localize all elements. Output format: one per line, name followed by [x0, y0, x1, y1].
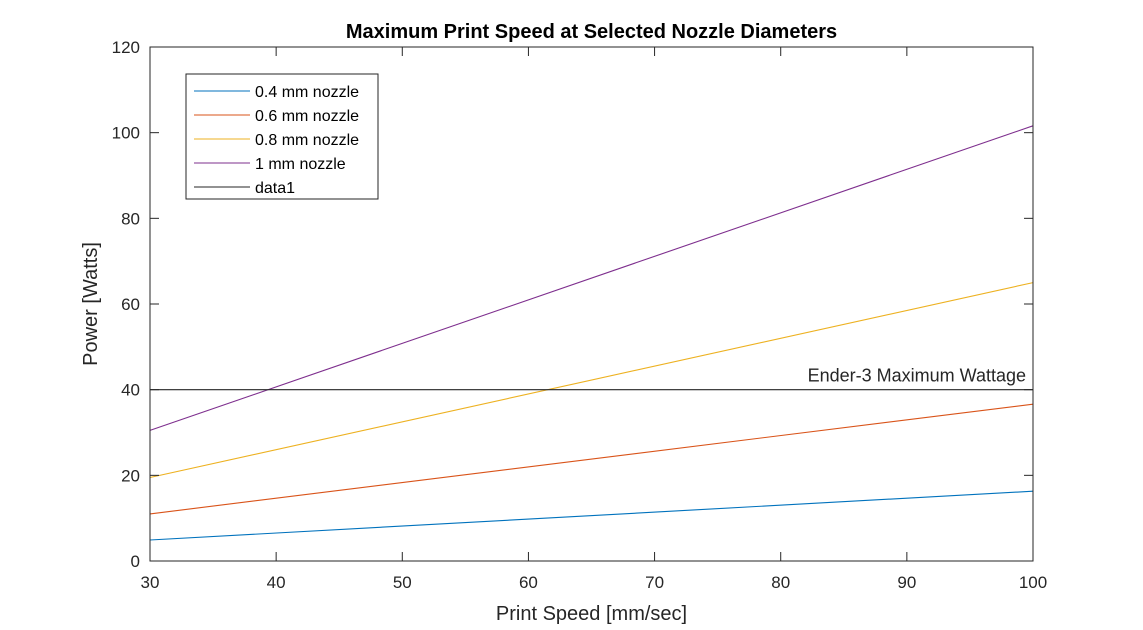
series-line-0 — [149, 490, 1034, 541]
x-tick-label: 60 — [519, 573, 538, 592]
x-tick-label: 70 — [645, 573, 664, 592]
legend-entry-label: 0.8 mm nozzle — [255, 132, 359, 149]
chart-title: Maximum Print Speed at Selected Nozzle D… — [346, 21, 837, 43]
series-layer — [149, 125, 1034, 541]
legend-box — [185, 73, 379, 200]
series-line-2 — [149, 282, 1034, 479]
x-tick-label: 40 — [267, 573, 286, 592]
y-tick-label: 0 — [131, 552, 140, 571]
x-axis-label: Print Speed [mm/sec] — [496, 603, 687, 625]
y-tick-label: 60 — [121, 295, 140, 314]
annotation-text: Ender-3 Maximum Wattage — [808, 366, 1026, 386]
y-tick-label: 80 — [121, 209, 140, 228]
x-tick-label: 80 — [771, 573, 790, 592]
y-axis-label: Power [Watts] — [80, 242, 102, 366]
y-tick-label: 120 — [112, 38, 140, 57]
annotation-layer: Ender-3 Maximum Wattage — [808, 366, 1026, 386]
x-tick-label: 100 — [1019, 573, 1047, 592]
y-tick-label: 20 — [121, 466, 140, 485]
x-axis-ticks: 30 40 50 60 70 80 90 100 — [141, 47, 1047, 592]
y-tick-label: 40 — [121, 381, 140, 400]
series-line-3 — [149, 125, 1034, 431]
legend-entry-label: 0.6 mm nozzle — [255, 108, 359, 125]
x-tick-label: 50 — [393, 573, 412, 592]
legend-entry-label: 1 mm nozzle — [255, 156, 346, 173]
y-axis-ticks: 0 20 40 60 80 100 120 — [112, 38, 1033, 571]
legend: 0.4 mm nozzle 0.6 mm nozzle 0.8 mm nozzle 1… — [185, 73, 379, 200]
legend-entry-label: 0.4 mm nozzle — [255, 84, 359, 101]
x-tick-label: 30 — [141, 573, 160, 592]
y-tick-label: 100 — [112, 124, 140, 143]
legend-entry-label: data1 — [255, 180, 295, 197]
x-tick-label: 90 — [897, 573, 916, 592]
series-line-1 — [149, 403, 1034, 515]
